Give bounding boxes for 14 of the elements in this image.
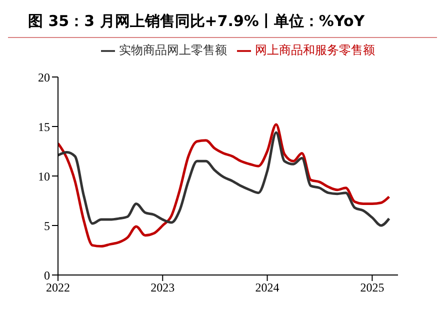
line-series	[58, 131, 390, 227]
chart-title: 图 35：3 月网上销售同比+7.9%丨单位：%YoY	[8, 8, 437, 38]
legend-label: 实物商品网上零售额	[119, 43, 227, 57]
y-tick-label: 10	[38, 169, 50, 184]
y-tick-label: 20	[38, 70, 50, 84]
legend-label: 网上商品和服务零售额	[255, 43, 375, 57]
x-tick-label: 2025	[360, 280, 384, 295]
line-series	[58, 123, 390, 248]
y-tick-label: 5	[44, 218, 50, 233]
x-tick-label: 2024	[255, 280, 280, 295]
x-tick-label: 2023	[150, 280, 175, 295]
x-tick-label: 2022	[46, 280, 70, 295]
y-tick-label: 15	[38, 120, 50, 134]
y-tick-label: 0	[44, 268, 50, 282]
